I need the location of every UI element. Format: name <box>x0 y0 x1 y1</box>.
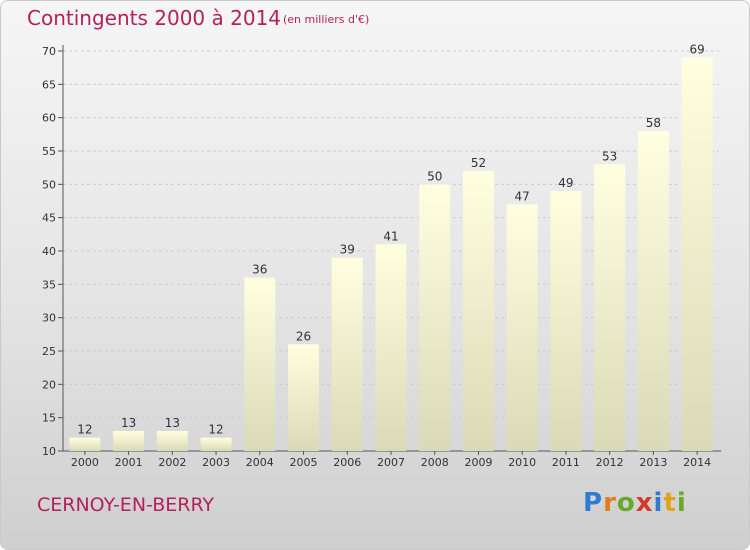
logo-letter: r <box>603 488 617 518</box>
bar <box>506 204 538 451</box>
y-tick-label: 65 <box>42 78 56 91</box>
y-tick-label: 50 <box>42 178 56 191</box>
bar <box>375 244 407 451</box>
data-label: 52 <box>471 156 486 170</box>
data-label: 13 <box>121 416 136 430</box>
data-label: 50 <box>427 169 442 183</box>
data-label: 49 <box>558 176 573 190</box>
y-tick-label: 45 <box>42 212 56 225</box>
x-tick-label: 2011 <box>552 456 580 469</box>
x-tick-label: 2005 <box>290 456 318 469</box>
x-tick-label: 2014 <box>683 456 711 469</box>
bar <box>462 171 494 451</box>
x-tick-label: 2007 <box>377 456 405 469</box>
x-tick-label: 2013 <box>639 456 667 469</box>
logo-letter: i <box>676 488 687 518</box>
x-tick-label: 2012 <box>596 456 624 469</box>
data-label: 12 <box>208 423 223 437</box>
y-tick-label: 30 <box>42 312 56 325</box>
logo-letter: o <box>616 488 636 518</box>
y-tick-label: 70 <box>42 45 56 58</box>
y-tick-label: 40 <box>42 245 56 258</box>
data-label: 12 <box>77 423 92 437</box>
x-tick-label: 2000 <box>71 456 99 469</box>
data-label: 69 <box>689 43 704 57</box>
y-tick-label: 25 <box>42 345 56 358</box>
proxiti-logo: Proxiti <box>583 488 687 518</box>
logo-letter: x <box>635 488 654 518</box>
y-tick-label: 35 <box>42 278 56 291</box>
y-tick-label: 20 <box>42 378 56 391</box>
chart-title: Contingents 2000 à 2014 <box>27 6 282 30</box>
bar <box>113 431 145 451</box>
data-label: 58 <box>646 116 661 130</box>
x-tick-label: 2004 <box>246 456 274 469</box>
data-label: 26 <box>296 329 311 343</box>
bar <box>637 131 669 451</box>
data-label: 53 <box>602 149 617 163</box>
bar <box>550 191 582 451</box>
bar <box>69 437 101 451</box>
data-label: 13 <box>165 416 180 430</box>
logo-letter: t <box>663 488 677 518</box>
logo-letter: P <box>583 488 604 518</box>
bar <box>156 431 188 451</box>
data-label: 39 <box>340 243 355 257</box>
x-tick-label: 2008 <box>421 456 449 469</box>
y-tick-label: 60 <box>42 112 56 125</box>
data-label: 41 <box>383 229 398 243</box>
bar <box>419 184 451 452</box>
bar <box>200 437 232 451</box>
x-tick-label: 2001 <box>115 456 143 469</box>
bar <box>331 257 363 451</box>
data-label: 47 <box>515 189 530 203</box>
commune-name: CERNOY-EN-BERRY <box>37 494 215 516</box>
chart-subtitle: (en milliers d'€) <box>283 13 370 26</box>
bar <box>594 164 626 452</box>
x-tick-label: 2010 <box>508 456 536 469</box>
x-tick-label: 2002 <box>158 456 186 469</box>
x-tick-label: 2009 <box>464 456 492 469</box>
x-tick-label: 2006 <box>333 456 361 469</box>
bar <box>288 344 320 451</box>
y-tick-label: 55 <box>42 145 56 158</box>
y-tick-label: 15 <box>42 412 56 425</box>
logo-letter: i <box>653 488 664 518</box>
y-tick-label: 10 <box>42 445 56 458</box>
bar <box>681 57 713 452</box>
bar <box>244 277 276 451</box>
x-tick-label: 2003 <box>202 456 230 469</box>
data-label: 36 <box>252 263 267 277</box>
